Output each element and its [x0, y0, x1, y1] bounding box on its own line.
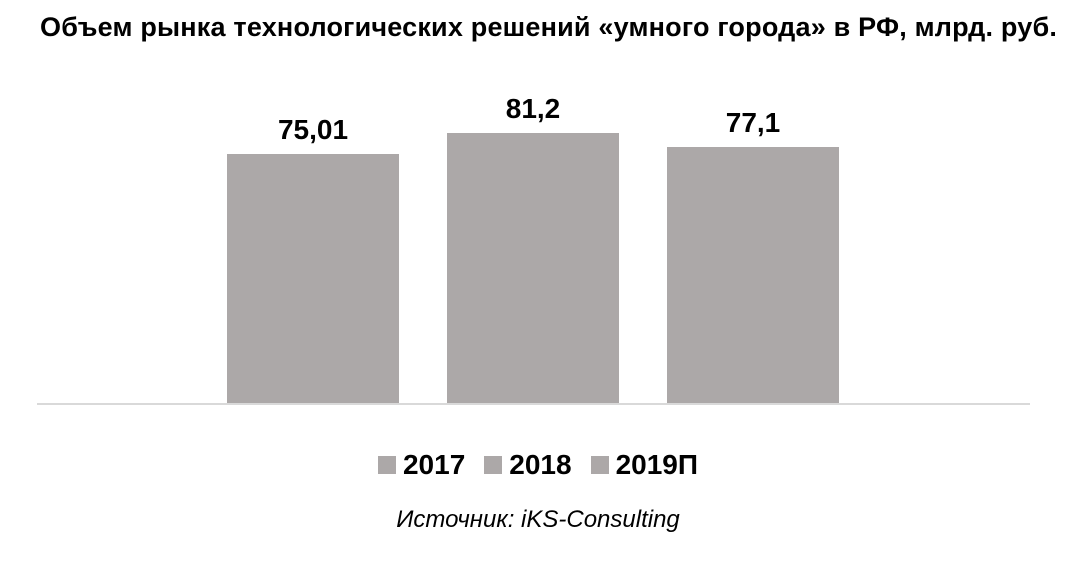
plot-area: 75,01 81,2 77,1	[0, 93, 1071, 405]
bar-group-2017: 75,01	[227, 114, 399, 403]
legend-swatch-icon	[590, 456, 609, 474]
bar-value-label: 77,1	[725, 107, 781, 138]
bar-value-label: 75,01	[277, 114, 349, 145]
legend: 2017 2018 2019П	[0, 451, 1076, 479]
legend-item-2018: 2018	[484, 449, 572, 480]
legend-item-2017: 2017	[377, 449, 466, 480]
source-caption: Источник: iKS-Consulting	[396, 506, 680, 533]
x-axis-line	[37, 403, 1030, 405]
legend-label: 2018	[509, 449, 572, 480]
legend-label: 2019П	[615, 449, 698, 480]
bar-2017	[227, 154, 399, 403]
bar-group-2019П: 77,1	[667, 107, 839, 403]
bar-group-2018: 81,2	[447, 93, 619, 403]
legend-label: 2017	[402, 449, 466, 480]
bar-2019П	[667, 147, 839, 403]
chart-title: Объем рынка технологических решений «умн…	[40, 12, 1058, 42]
bars-group: 75,01 81,2 77,1	[0, 93, 1071, 403]
legend-swatch-icon	[377, 456, 396, 474]
legend-item-2019П: 2019П	[590, 449, 698, 480]
bar-value-label: 81,2	[505, 93, 561, 124]
bar-2018	[447, 133, 619, 403]
legend-swatch-icon	[484, 456, 503, 474]
